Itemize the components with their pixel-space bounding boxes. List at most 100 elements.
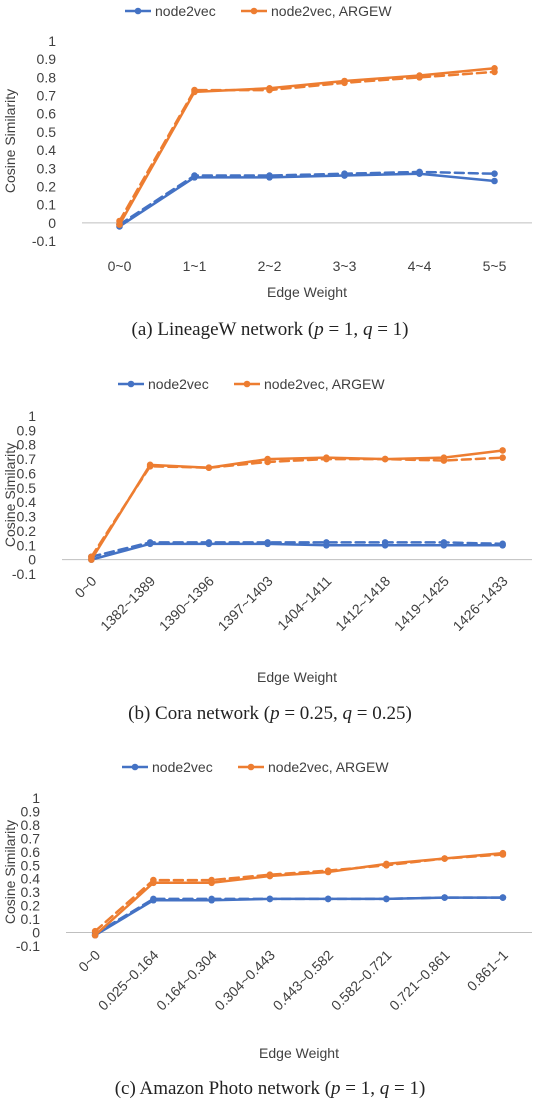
chart-c-x-tick: 0.861~1 <box>464 947 512 995</box>
chart-b-series-line-0 <box>90 542 504 561</box>
chart-c-series-point <box>499 851 507 858</box>
chart-c-y-tick: 0.7 <box>21 830 41 846</box>
chart-b-y-tick: 0.1 <box>17 537 37 553</box>
chart-b-series-point <box>264 458 271 466</box>
chart-c-series-line-1 <box>93 896 505 936</box>
chart-c-series-point <box>91 927 99 935</box>
chart-b-x-tick: 1390~1396 <box>156 573 217 634</box>
chart-b-series-line-1 <box>90 541 504 559</box>
chart-a-x-axis-title: Edge Weight <box>267 284 347 300</box>
chart-b-series-point <box>146 539 154 546</box>
chart-a-y-tick: 0.3 <box>37 160 57 176</box>
chart-b-series-point <box>323 539 330 546</box>
chart-a-y-tick: 0.7 <box>37 88 57 104</box>
chart-b-series-point <box>499 540 506 548</box>
chart-b-legend-marker <box>127 380 135 388</box>
chart-c-series-line-2 <box>93 851 505 937</box>
chart-a-y-tick: 0.9 <box>37 51 57 67</box>
chart-a-y-tick: 0.4 <box>37 142 57 158</box>
chart-c-x-tick: 0.721~0.861 <box>386 947 453 1014</box>
chart-a-y-axis-title: Cosine Similarity <box>2 89 18 193</box>
chart-c-caption: (c) Amazon Photo network (p = 1, q = 1) <box>115 1078 426 1099</box>
chart-b-x-tick: 1412~1418 <box>332 573 393 634</box>
chart-a-y-tick: 0.8 <box>37 69 57 85</box>
chart-b-y-tick: 0.8 <box>17 437 37 453</box>
chart-c-x-tick: 0.304~0.443 <box>211 947 278 1014</box>
chart-c-series-line-0 <box>93 896 505 937</box>
chart-a-series-line-0 <box>118 172 496 228</box>
chart-c-y-tick: 0.5 <box>21 857 41 873</box>
chart-c-legend-marker <box>131 763 139 771</box>
chart-a-y-tick: 0.6 <box>37 106 57 122</box>
chart-a-series-point <box>191 172 198 179</box>
chart-a-series-point <box>341 79 348 87</box>
chart-a-series-line-2 <box>118 67 496 226</box>
chart-a-y-tick: -0.1 <box>32 233 56 249</box>
chart-c-series-point <box>208 895 215 903</box>
chart-a-legend-marker <box>250 7 258 15</box>
chart-a-series-point <box>491 170 498 178</box>
chart-b-series-point <box>264 539 271 546</box>
chart-c-series-point <box>383 861 390 869</box>
chart-a-series-point <box>266 172 273 179</box>
chart-c-y-tick: 0.6 <box>21 844 41 860</box>
chart-c-legend-label: node2vec <box>152 759 213 775</box>
chart-c-y-tick: 0.4 <box>21 871 41 887</box>
chart-c-series-point <box>383 895 390 903</box>
chart-a-series-point <box>341 170 348 178</box>
chart-a-y-tick: 0.1 <box>37 197 57 213</box>
chart-c-y-tick: 0.3 <box>21 884 41 900</box>
chart-b-series-point <box>205 539 213 546</box>
chart-b-y-tick: 0.7 <box>17 451 37 467</box>
chart-a-caption: (a) LineageW network (p = 1, q = 1) <box>132 319 409 340</box>
chart-a-y-tick: 0 <box>48 215 56 231</box>
chart-b-y-tick: -0.1 <box>12 566 36 582</box>
chart-a-series-point <box>491 177 498 185</box>
chart-c-y-tick: 0.9 <box>21 803 41 819</box>
chart-c-x-tick: 0.443~0.582 <box>270 947 337 1014</box>
chart-b-series-point <box>499 454 506 461</box>
chart-c-series-point <box>499 894 507 901</box>
chart-a-x-tick: 4~4 <box>408 258 432 274</box>
chart-b-x-axis-title: Edge Weight <box>257 669 337 685</box>
chart-b-series-point <box>381 539 389 546</box>
chart-c-y-tick: 0 <box>32 925 40 941</box>
chart-c-x-axis-title: Edge Weight <box>259 1045 339 1061</box>
chart-b-x-tick: 1397~1403 <box>215 573 276 634</box>
chart-b-caption: (b) Cora network (p = 0.25, q = 0.25) <box>128 703 412 724</box>
chart-c-series-point <box>441 855 448 862</box>
chart-a-series-point <box>491 68 498 76</box>
chart-c-y-axis-title: Cosine Similarity <box>2 820 18 924</box>
chart-a-x-tick: 0~0 <box>108 258 132 274</box>
chart-c-series-point <box>266 871 274 878</box>
chart-a-x-tick: 5~5 <box>483 258 507 274</box>
chart-b-y-tick: 0 <box>28 552 36 568</box>
chart-b-series-point <box>88 553 95 561</box>
chart-a: -0.1 0 0.1 0.2 0.3 0.4 0.5 0.6 0.7 0.8 0.9 1 Cosine … <box>2 3 532 340</box>
chart-a-series-point <box>116 217 123 225</box>
chart-c-series-point <box>441 894 448 901</box>
chart-c-y-tick: 1 <box>32 790 40 806</box>
chart-c-series-point <box>208 876 215 884</box>
chart-c-x-tick: 0.164~0.304 <box>153 947 220 1014</box>
chart-a-y-tick: 1 <box>48 33 56 49</box>
chart-b-series-point <box>499 447 506 454</box>
chart-b-legend-label: node2vec <box>148 376 209 392</box>
chart-c-x-tick: 0.025~0.164 <box>95 947 162 1014</box>
chart-b-series-point <box>146 462 154 470</box>
chart-c-y-tick: 0.2 <box>21 898 41 914</box>
chart-a-series-point <box>416 168 423 176</box>
chart-b-x-tick: 1426~1433 <box>450 573 511 634</box>
chart-b-series-point <box>205 464 213 472</box>
chart-a-series-line-3 <box>118 70 496 223</box>
chart-c-y-tick: 0.1 <box>21 911 41 927</box>
chart-a-legend-label: node2vec, ARGEW <box>271 3 392 19</box>
chart-b-legend-label: node2vec, ARGEW <box>264 376 385 392</box>
chart-b-x-tick: 0~0 <box>71 573 99 601</box>
chart-c-series-point <box>324 895 332 903</box>
chart-a-x-tick: 2~2 <box>258 258 282 274</box>
chart-b-y-tick: 0.3 <box>17 509 37 525</box>
chart-a-legend-marker <box>134 7 142 15</box>
chart-b-x-tick: 1382~1389 <box>97 573 158 634</box>
